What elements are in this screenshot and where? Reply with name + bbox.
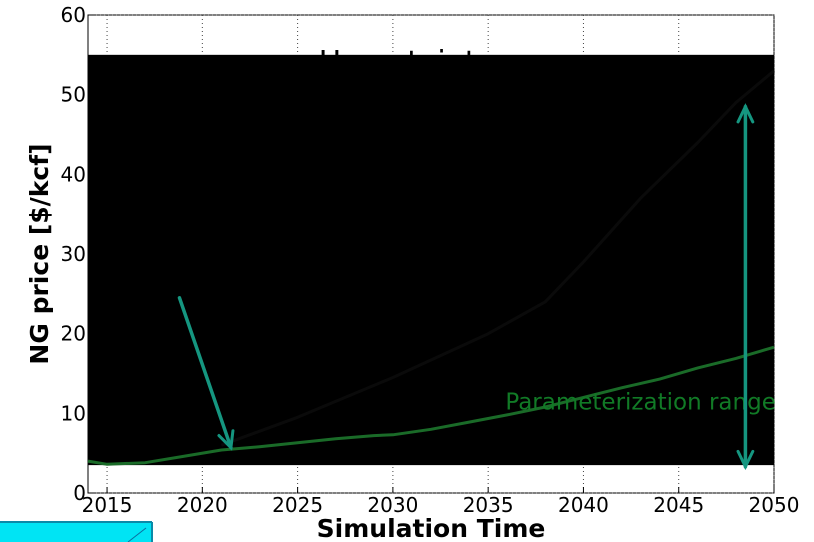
series-layer (87, 69, 775, 466)
arrow-head (736, 103, 755, 124)
arrow-line (177, 296, 233, 450)
series-line-0 (87, 345, 775, 466)
window-fragment (0, 521, 153, 542)
x-tick-label: 2020 (177, 493, 228, 517)
x-tick-label: 2015 (82, 493, 133, 517)
x-tick-label: 2040 (558, 493, 609, 517)
x-tick-label: 2050 (749, 493, 800, 517)
x-axis-title: Simulation Time (317, 514, 546, 542)
arrow-head (736, 449, 755, 471)
y-tick-label: 60 (61, 3, 86, 27)
annotation-label: Parameterization range (505, 389, 775, 415)
x-tick-label: 2030 (367, 493, 418, 517)
y-tick-label: 20 (61, 322, 86, 346)
x-tick-label: 2025 (272, 493, 323, 517)
y-tick-label: 0 (73, 481, 86, 505)
y-tick-label: 10 (61, 401, 86, 425)
y-tick-label: 50 (61, 83, 86, 107)
tick-labels: 2015 2020 2025 2030 2035 2040 2045 205001020304… (61, 3, 800, 517)
arrow-head (217, 429, 235, 451)
y-axis-title: NG price [$/kcf] (25, 143, 54, 364)
uncertainty-band (88, 54, 774, 466)
y-tick-label: 40 (61, 162, 86, 186)
x-tick-label: 2045 (653, 493, 704, 517)
series-line-1 (220, 69, 775, 447)
x-tick-label: 2035 (463, 493, 514, 517)
y-tick-label: 30 (61, 242, 86, 266)
annotations: Parameterization range (177, 103, 776, 471)
